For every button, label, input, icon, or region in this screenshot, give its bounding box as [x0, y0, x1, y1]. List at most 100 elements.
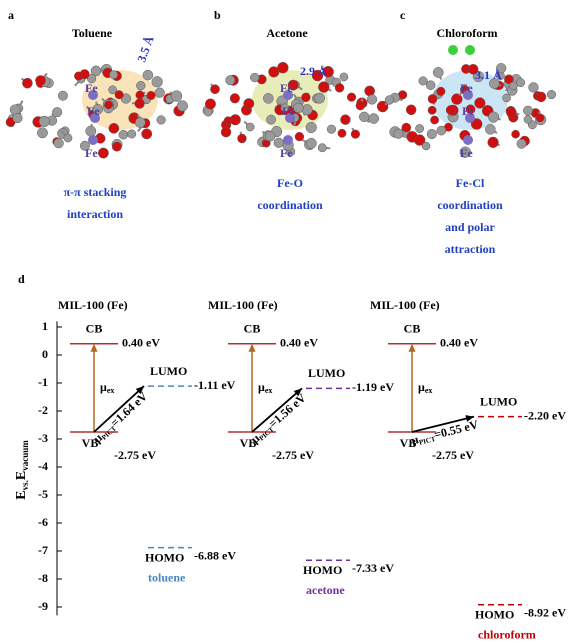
atom [338, 129, 346, 137]
y-axis-label-part: vacuum [20, 440, 30, 471]
cb-name: CB [244, 322, 261, 336]
atom [427, 129, 437, 139]
atom [524, 115, 532, 123]
atom [98, 148, 108, 158]
mu-sub: ex [265, 386, 273, 395]
atom [135, 99, 145, 109]
caption-line: Fe-Cl [456, 176, 485, 190]
atom [433, 67, 443, 77]
solvent-name: toluene [148, 570, 186, 584]
lumo-value: -2.20 eV [524, 408, 566, 422]
panel-label: c [400, 8, 406, 22]
homo-name: HOMO [475, 608, 514, 622]
atom [419, 77, 428, 86]
atom [224, 117, 232, 125]
solvent-name: acetone [306, 583, 345, 597]
atom [171, 91, 182, 102]
atom [351, 130, 360, 139]
distance-label: 3.5 Å [134, 34, 156, 64]
atom [314, 93, 324, 103]
atom [437, 126, 446, 135]
atom [152, 76, 163, 87]
fe-label: Fe [280, 81, 293, 95]
atom [238, 134, 247, 143]
atom [369, 114, 379, 124]
vb-value: -2.75 eV [272, 448, 314, 462]
cb-value: 0.40 eV [440, 336, 478, 350]
mu-ex-label: μex [418, 380, 432, 395]
atom [295, 132, 304, 141]
y-tick-label: -1 [38, 375, 48, 389]
atom [503, 94, 511, 102]
atom [422, 142, 430, 150]
cb-value: 0.40 eV [122, 336, 160, 350]
atom [147, 91, 156, 100]
mu-pict-label: μPICT=1.56 eV [248, 390, 310, 446]
caption-line: attraction [445, 242, 496, 256]
atom [426, 81, 435, 90]
caption-line: coordination [257, 198, 323, 212]
fe-label: Fe [87, 104, 100, 118]
atom [109, 71, 117, 79]
atom [327, 125, 336, 134]
atom [437, 87, 445, 95]
atom [488, 137, 499, 148]
atom [428, 94, 437, 103]
panel-title: Chloroform [436, 26, 497, 40]
atom [127, 130, 135, 138]
atom [529, 83, 539, 93]
lumo-value: -1.19 eV [352, 380, 394, 394]
arrow-head [249, 344, 256, 352]
y-tick-label: -8 [38, 571, 48, 585]
lumo-value: -1.11 eV [194, 378, 236, 392]
y-tick-label: -2 [38, 403, 48, 417]
atom [210, 85, 219, 94]
distance-label: 3.1 Å [475, 68, 502, 82]
atom [155, 88, 165, 98]
atom [86, 126, 96, 136]
distance-label: 2.9 Å [300, 64, 327, 78]
chlorine-atom [448, 45, 458, 55]
atom [135, 118, 145, 128]
arrow-head [409, 344, 416, 352]
atom [428, 106, 436, 114]
caption-line: Fe-O [277, 176, 303, 190]
atom [318, 82, 329, 93]
fe-label: Fe [462, 104, 475, 118]
atom [340, 115, 350, 125]
y-tick-label: -5 [38, 487, 48, 501]
fe-label: Fe [460, 81, 473, 95]
atom [246, 123, 254, 131]
caption-line: coordination [437, 198, 503, 212]
mu-ex-label: μex [258, 380, 272, 395]
atom [265, 131, 275, 141]
atom [306, 138, 316, 148]
solvent-name: chloroform [478, 628, 536, 642]
y-tick-label: 0 [42, 347, 48, 361]
atom [402, 123, 411, 132]
atom [115, 90, 123, 98]
fe-label: Fe [282, 104, 295, 118]
atom [52, 107, 62, 117]
atom [157, 116, 166, 125]
atom [177, 101, 188, 112]
atom [347, 93, 356, 102]
atom [385, 96, 394, 105]
lumo-name: LUMO [480, 394, 517, 408]
atom [547, 90, 556, 99]
atom [485, 124, 495, 134]
y-tick-label: -4 [38, 459, 48, 473]
vb-value: -2.75 eV [432, 448, 474, 462]
atom [244, 98, 254, 108]
y-axis-label: Evs.Evacuum [14, 440, 30, 500]
atom [536, 92, 546, 102]
atom [269, 67, 280, 78]
atom [58, 91, 67, 100]
fe-label: Fe [85, 146, 98, 160]
mu-pict-label: μPICT=1.64 eV [90, 389, 151, 446]
panel-title: Toluene [72, 26, 113, 40]
atom [517, 78, 525, 86]
cb-name: CB [404, 322, 421, 336]
homo-value: -7.33 eV [352, 561, 394, 575]
panel-label: b [214, 8, 221, 22]
